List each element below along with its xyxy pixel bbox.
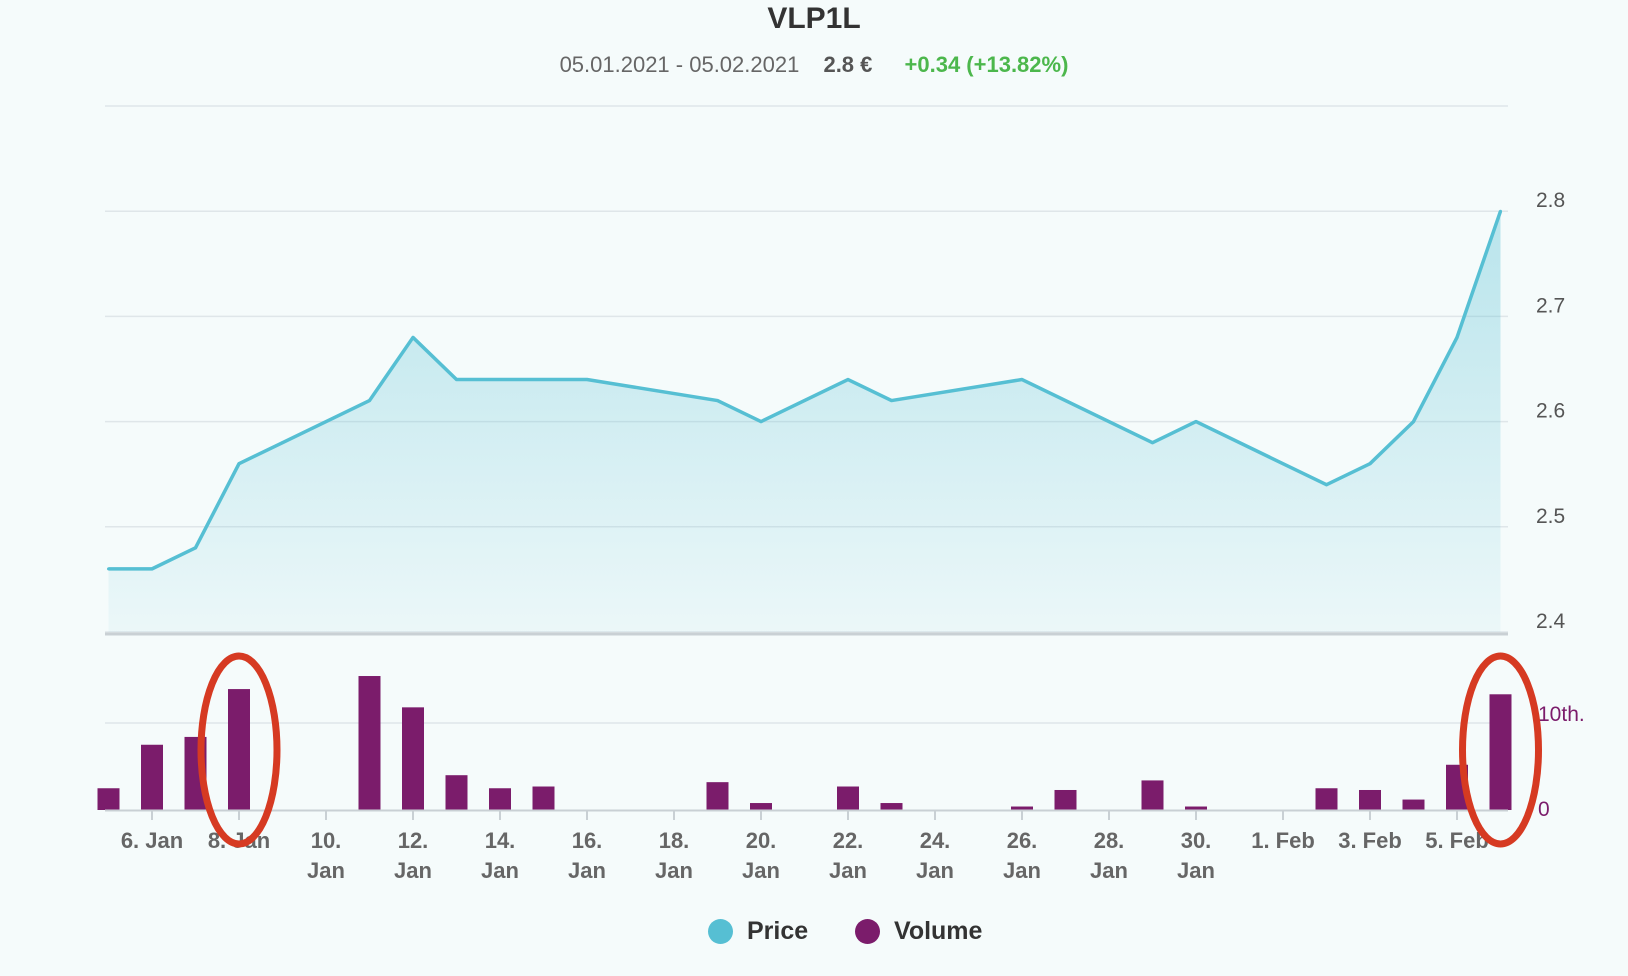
price-axis-tick-label: 2.7: [1536, 294, 1565, 317]
volume-bar: [532, 786, 555, 810]
volume-bar: [358, 676, 381, 810]
price-point: [846, 378, 850, 382]
volume-bars: [97, 676, 1512, 810]
price-point: [237, 462, 241, 466]
volume-axis-tick-label: 10th.: [1538, 703, 1585, 726]
volume-bar: [141, 744, 163, 810]
price-point: [890, 399, 893, 403]
x-axis-tick-label: Jan: [742, 858, 780, 883]
x-axis-tick-label: 28.: [1094, 828, 1125, 853]
x-axis-tick-label: 16.: [572, 828, 603, 853]
price-point: [455, 378, 458, 382]
volume-bar: [706, 782, 729, 810]
x-axis-tick-label: 1. Feb: [1251, 828, 1315, 853]
x-axis-tick-label: Jan: [1003, 858, 1041, 883]
price-point: [1020, 378, 1024, 382]
volume-axis-tick-label: 0: [1538, 798, 1550, 821]
x-axis-tick-label: 26.: [1007, 828, 1038, 853]
volume-bar: [1489, 694, 1512, 810]
price-axis-tick-label: 2.5: [1536, 505, 1565, 528]
x-axis-tick-label: 12.: [398, 828, 429, 853]
annotation-ellipse: [1459, 652, 1542, 848]
price-point: [1499, 209, 1502, 213]
legend-item-price[interactable]: Price: [708, 917, 808, 946]
volume-bar: [750, 803, 772, 810]
price-point: [542, 378, 545, 382]
price-area: [108, 211, 1501, 632]
annotations: [197, 652, 1542, 848]
x-axis-tick-label: Jan: [829, 858, 867, 883]
price-dot-icon: [708, 919, 733, 944]
price-point: [150, 567, 154, 571]
x-axis-tick-label: Jan: [307, 858, 345, 883]
volume-bar: [1359, 789, 1381, 810]
price-point: [716, 399, 719, 403]
x-axis-tick-label: Jan: [916, 858, 954, 883]
price-point: [411, 335, 415, 339]
x-axis-tick-label: 6. Jan: [121, 828, 183, 853]
price-point: [498, 378, 502, 382]
x-axis-ticks: 6. Jan 8. Jan 10.Jan12.Jan14.Jan16.Jan18.J…: [121, 810, 1489, 883]
x-axis-tick-label: Jan: [655, 858, 693, 883]
volume-bar: [880, 803, 903, 810]
price-axis-tick-label: 2.4: [1536, 610, 1566, 633]
volume-bar: [402, 707, 424, 810]
price-point: [1368, 462, 1372, 466]
legend-item-volume[interactable]: Volume: [855, 917, 982, 946]
price-point: [1194, 420, 1198, 424]
legend-label-volume: Volume: [894, 917, 983, 945]
volume-bar: [489, 788, 511, 810]
volume-bar: [445, 775, 468, 810]
price-point: [585, 378, 589, 382]
price-point: [194, 546, 197, 550]
chart-title: VLP1L: [767, 2, 861, 35]
volume-bar: [1011, 806, 1033, 810]
chart-subtitle: 05.01.2021 - 05.02.2021 2.8 € +0.34 (+13…: [0, 52, 1628, 78]
price-axis-tick-label: 2.8: [1536, 189, 1565, 212]
volume-bar: [1315, 788, 1338, 810]
volume-bar: [1185, 806, 1207, 810]
volume-bar: [837, 786, 859, 810]
x-axis-tick-label: Jan: [1090, 858, 1128, 883]
last-price: 2.8 €: [823, 52, 873, 77]
x-axis-tick-label: Jan: [1177, 858, 1215, 883]
volume-bar: [1141, 780, 1164, 810]
x-axis-tick-label: 14.: [485, 828, 516, 853]
price-point: [1412, 420, 1415, 424]
x-axis-tick-label: 24.: [920, 828, 951, 853]
x-axis-tick-label: 18.: [659, 828, 690, 853]
x-axis-tick-label: Jan: [394, 858, 432, 883]
volume-bar: [97, 788, 120, 810]
x-axis-tick-label: Jan: [481, 858, 519, 883]
x-axis-tick-label: 3. Feb: [1338, 828, 1402, 853]
price-change: +0.34 (+13.82%): [904, 52, 1069, 77]
price-point: [107, 567, 110, 571]
volume-dot-icon: [855, 919, 880, 944]
price-point: [281, 441, 284, 445]
price-axis-tick-label: 2.6: [1536, 400, 1565, 423]
price-points: [107, 209, 1502, 571]
price-point: [1325, 483, 1328, 487]
legend-label-price: Price: [747, 917, 809, 945]
price-point: [759, 420, 763, 424]
volume-bar: [1054, 789, 1077, 810]
x-axis-tick-label: 22.: [833, 828, 864, 853]
price-point: [1455, 335, 1459, 339]
x-axis-tick-label: Jan: [568, 858, 606, 883]
price-point: [1151, 441, 1154, 445]
date-range: 05.01.2021 - 05.02.2021: [559, 52, 800, 77]
volume-bar: [1402, 799, 1425, 810]
volume-bar: [228, 689, 250, 810]
x-axis-tick-label: 30.: [1181, 828, 1212, 853]
x-axis-tick-label: 10.: [311, 828, 342, 853]
annotation-ellipse: [197, 652, 281, 848]
price-point: [368, 399, 371, 403]
x-axis-tick-label: 20.: [746, 828, 777, 853]
